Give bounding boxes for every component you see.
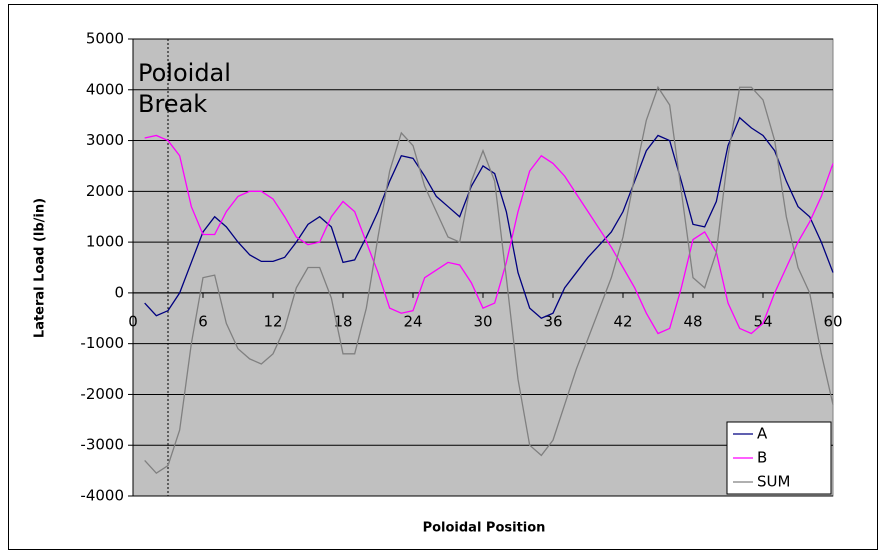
- x-tick-label: 0: [128, 312, 138, 330]
- x-tick-label: 42: [613, 312, 632, 330]
- y-tick-label: 4000: [86, 80, 124, 98]
- y-axis-title: Lateral Load (lb/in): [33, 198, 48, 338]
- annotation-text: Break: [138, 90, 207, 118]
- x-tick-label: 60: [823, 312, 842, 330]
- y-tick-label: -4000: [80, 487, 124, 505]
- plot-area: [132, 38, 834, 497]
- legend-label: SUM: [757, 473, 790, 491]
- x-tick-label: 48: [683, 312, 702, 330]
- y-tick-label: 3000: [86, 131, 124, 149]
- y-tick-label: -2000: [80, 385, 124, 403]
- legend-label: B: [757, 449, 767, 467]
- series-line: [144, 116, 834, 320]
- x-tick-label: 6: [198, 312, 208, 330]
- y-tick-label: -1000: [80, 334, 124, 352]
- y-tick-label: 5000: [86, 30, 124, 48]
- x-tick-label: 24: [403, 312, 422, 330]
- annotation-text: Poloidal: [138, 59, 231, 87]
- y-tick-label: -3000: [80, 436, 124, 454]
- x-tick-label: 30: [473, 312, 492, 330]
- x-tick-label: 18: [333, 312, 352, 330]
- legend-label: A: [757, 425, 768, 443]
- y-tick-label: 2000: [86, 182, 124, 200]
- x-tick-label: 54: [753, 312, 772, 330]
- x-axis-title: Poloidal Position: [423, 521, 546, 536]
- y-tick-label: 1000: [86, 233, 124, 251]
- x-tick-label: 36: [543, 312, 562, 330]
- series-line: [144, 85, 834, 474]
- series-line: [144, 134, 834, 335]
- y-tick-label: 0: [114, 283, 124, 301]
- x-tick-label: 12: [263, 312, 282, 330]
